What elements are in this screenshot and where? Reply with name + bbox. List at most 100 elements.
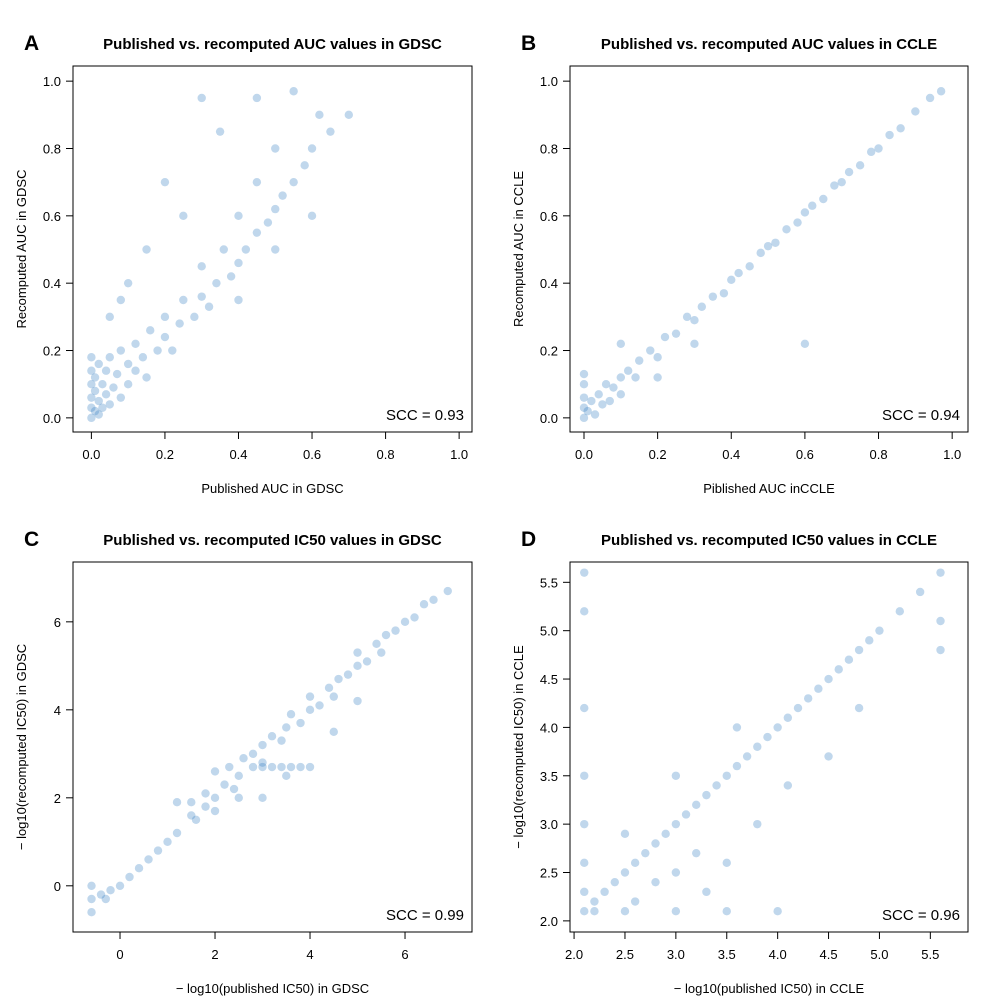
x-tick-label: 0.4 [722,447,740,462]
data-point [722,771,731,780]
scc-annotation: SCC = 0.94 [882,407,960,424]
data-point [94,410,103,419]
data-point [697,302,707,311]
data-point [620,868,630,877]
data-point [105,312,114,322]
data-point [854,645,864,655]
data-point [87,403,96,412]
data-point [844,167,854,177]
data-point [936,87,946,96]
x-tick-label: 0.0 [82,447,100,462]
data-point [343,670,353,679]
data-point [271,144,280,153]
data-point [258,793,267,803]
data-point [583,406,592,416]
data-point [783,781,793,790]
data-point [229,784,239,794]
data-point [197,292,206,301]
data-point [763,732,772,742]
data-point [160,177,170,187]
data-point [732,761,742,771]
data-point [96,890,106,899]
data-point [234,258,243,268]
x-tick-label: 0.6 [796,447,814,462]
x-axis-label: Piblished AUC inCCLE [703,481,835,496]
data-point [160,332,170,342]
data-point [580,819,589,829]
data-point [353,648,362,657]
data-point [210,767,220,776]
data-point [116,295,126,305]
data-point [252,93,262,103]
data-point [896,124,905,133]
y-tick-label: 4.5 [540,672,558,687]
data-point [635,356,644,365]
x-tick-label: 1.0 [943,447,961,462]
data-point [172,798,182,807]
data-point [653,353,662,362]
y-tick-label: 0.6 [43,209,61,224]
data-point [197,93,206,103]
data-point [865,636,874,645]
data-point [307,144,317,153]
data-point [101,390,111,399]
x-tick-label: 0.0 [575,447,593,462]
data-point [702,887,711,897]
data-point [936,616,945,626]
data-point [866,147,876,157]
x-tick-label: 2 [211,947,218,962]
data-point [690,339,699,348]
data-point [101,366,111,375]
data-point [580,887,589,897]
data-point [579,369,589,379]
data-point [334,674,343,684]
points [87,586,452,917]
data-point [911,107,920,116]
data-point [616,390,626,399]
data-point [300,161,309,170]
data-point [616,339,626,348]
data-point [271,204,280,214]
data-point [258,740,267,750]
data-point [267,732,277,741]
data-point [580,858,589,868]
data-point [94,396,103,406]
data-point [144,855,153,864]
data-point [142,245,151,254]
data-point [579,413,589,423]
data-point [204,302,214,311]
data-point [641,848,650,858]
data-point [681,810,691,819]
data-point [610,877,619,887]
data-point [824,752,833,761]
plot-frame [72,561,473,933]
data-point [594,390,603,399]
data-point [87,366,96,375]
data-point [620,829,630,839]
y-tick-label: 2 [54,791,61,806]
data-point [220,780,229,789]
scc-annotation: SCC = 0.96 [882,907,960,924]
data-point [305,705,315,715]
data-point [443,586,452,596]
panel-letter: C [24,528,39,551]
chart-title: Published vs. recomputed AUC values in C… [601,36,937,53]
data-point [134,864,144,873]
data-point [620,907,630,916]
y-tick-label: 1.0 [43,74,61,89]
data-point [258,758,267,767]
data-point [187,811,196,820]
data-point [277,736,286,745]
data-point [94,359,103,369]
data-point [329,692,338,701]
x-tick-label: 2.0 [565,947,583,962]
data-point [305,692,315,701]
data-point [895,607,905,616]
data-point [400,617,410,627]
points [580,568,945,916]
data-point [605,396,614,406]
scc-annotation: SCC = 0.99 [386,907,464,924]
data-point [808,201,817,210]
y-tick-label: 6 [54,615,61,630]
chart-title: Published vs. recomputed IC50 values in … [103,532,442,549]
